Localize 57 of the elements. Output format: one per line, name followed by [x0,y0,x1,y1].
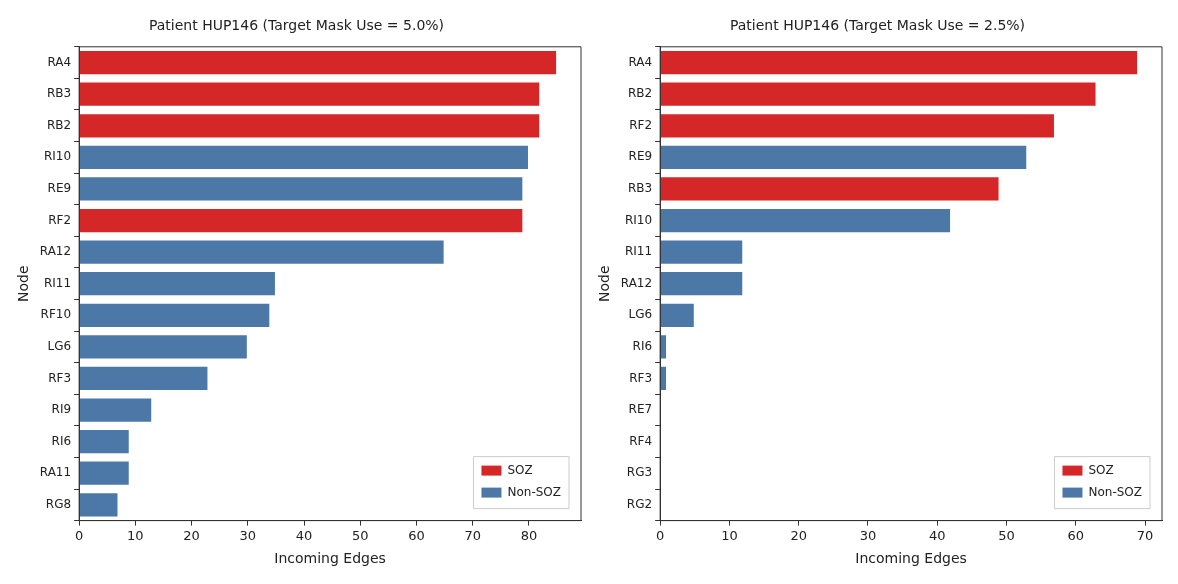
legend-label: SOZ [507,462,533,477]
y-tick-label: RF2 [629,117,653,132]
y-tick-label: RE9 [47,181,72,196]
x-axis-title: Incoming Edges [855,550,967,567]
y-tick-label: RI9 [51,402,72,417]
y-tick-label: RA4 [628,54,653,69]
y-tick-label: RB2 [46,117,72,132]
x-axis-title: Incoming Edges [274,550,386,567]
y-tick-label: RB3 [46,86,72,101]
legend-label: Non-SOZ [507,484,562,499]
y-tick-label: RG8 [45,496,72,511]
x-tick-label: 0 [655,527,665,543]
x-tick-label: 40 [928,527,946,543]
y-tick-label: RE7 [628,402,653,417]
x-tick-label: 50 [998,527,1015,543]
y-axis-title: Node [15,265,32,302]
y-tick-label: RI11 [43,275,72,290]
y-tick-label: RI6 [51,433,72,448]
legend-label: SOZ [1088,462,1114,477]
y-tick-label: RI11 [624,244,653,259]
x-tick-label: 10 [127,527,144,543]
y-tick-label: RG3 [626,465,653,480]
y-tick-label: RE9 [628,149,653,164]
x-tick-label: 20 [183,527,200,543]
x-tick-label: 50 [352,527,369,543]
y-tick-label: RG2 [626,496,653,511]
y-tick-label: RF4 [629,433,653,448]
x-tick-label: 40 [295,527,313,543]
x-tick-label: 70 [464,527,482,543]
legend-label: Non-SOZ [1088,484,1143,499]
y-tick-label: RA12 [620,275,653,290]
x-tick-label: 20 [790,527,807,543]
x-tick-label: 30 [239,527,257,543]
y-tick-label: RB3 [627,181,653,196]
y-tick-label: LG6 [628,307,653,322]
y-tick-label: RF3 [629,370,653,385]
y-tick-label: RI10 [43,149,72,164]
y-tick-label: RI10 [624,212,653,227]
y-tick-label: RA4 [47,54,72,69]
x-tick-label: 80 [520,527,538,543]
chart-title: Patient HUP146 (Target Mask Use = 5.0%) [148,17,445,34]
y-tick-label: RA12 [39,244,72,259]
chart-title: Patient HUP146 (Target Mask Use = 2.5%) [729,17,1026,34]
y-tick-label: LG6 [47,339,72,353]
y-axis-title: Node [596,265,613,302]
y-tick-label: RA11 [39,465,72,480]
x-tick-label: 60 [408,527,425,543]
y-tick-label: RB2 [627,86,653,101]
x-tick-label: 70 [1136,527,1154,543]
y-tick-label: RI6 [632,339,653,353]
y-tick-label: RF2 [48,212,72,227]
x-tick-label: 60 [1067,527,1085,543]
y-tick-label: RF10 [40,307,72,322]
x-tick-label: 0 [74,527,84,543]
x-tick-label: 10 [721,527,738,543]
x-tick-label: 30 [859,527,877,543]
y-tick-label: RF3 [48,370,72,385]
